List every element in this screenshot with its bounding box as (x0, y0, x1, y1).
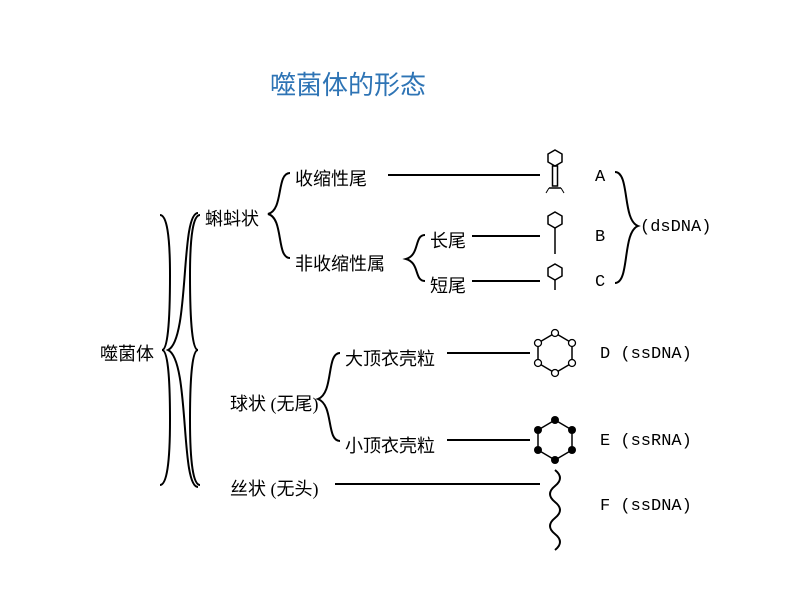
label-d: D (ssDNA) (600, 345, 692, 364)
label-f: F (ssDNA) (600, 497, 692, 516)
node-ball: 球状 (无尾) (230, 390, 319, 416)
node-filament: 丝状 (无头) (230, 475, 319, 501)
node-tadpole: 蝌蚪状 (205, 205, 259, 231)
hexagon-e-icon (534, 416, 576, 464)
node-longtail: 长尾 (430, 227, 466, 253)
phage-b-icon (548, 212, 562, 254)
node-noncontractile: 非收缩性属 (295, 250, 385, 276)
label-dsdna: (dsDNA) (640, 218, 711, 237)
hexagon-d-icon (535, 330, 576, 377)
diagram-title: 噬菌体的形态 (270, 65, 426, 102)
phage-c-icon (548, 264, 562, 290)
node-contractile: 收缩性尾 (295, 165, 367, 191)
phage-a-icon (546, 150, 564, 193)
label-e: E (ssRNA) (600, 432, 692, 451)
filament-f-icon (550, 470, 560, 550)
label-b: B (595, 228, 605, 247)
node-shorttail: 短尾 (430, 272, 466, 298)
node-smallcapsid: 小顶衣壳粒 (345, 432, 435, 458)
label-a: A (595, 168, 605, 187)
node-root: 噬菌体 (100, 340, 154, 366)
node-largecapsid: 大顶衣壳粒 (345, 345, 435, 371)
label-c: C (595, 273, 605, 292)
